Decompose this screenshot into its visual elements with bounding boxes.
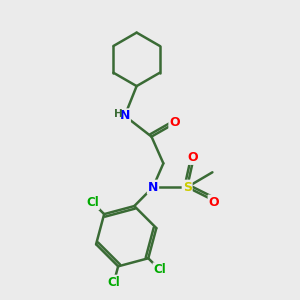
Text: O: O: [188, 151, 198, 164]
Text: O: O: [169, 116, 180, 129]
Text: N: N: [148, 181, 158, 194]
Text: S: S: [183, 181, 192, 194]
Text: H: H: [114, 109, 123, 119]
Text: Cl: Cl: [86, 196, 99, 209]
Text: O: O: [208, 196, 219, 208]
Text: Cl: Cl: [107, 276, 120, 289]
Text: N: N: [119, 109, 130, 122]
Text: Cl: Cl: [154, 263, 166, 276]
